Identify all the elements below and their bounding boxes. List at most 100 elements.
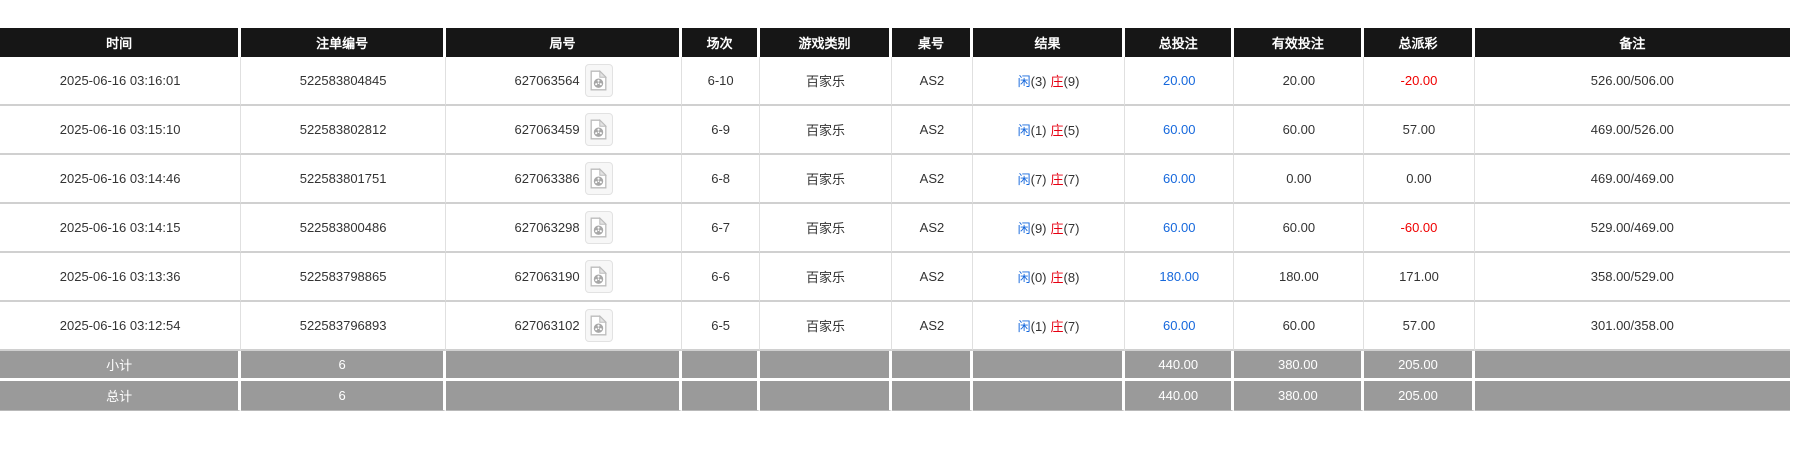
video-replay-button[interactable] [584, 211, 613, 244]
player-result-score: (9) [1030, 221, 1047, 236]
total-bet-cell[interactable]: 20.00 [1125, 57, 1235, 106]
session-cell: 6-6 [682, 253, 761, 302]
table-row: 2025-06-16 03:16:01 522583804845 627063564… [0, 57, 1790, 106]
column-header-payout: 总派彩 [1364, 28, 1475, 57]
column-header-total-bet: 总投注 [1125, 28, 1235, 57]
remark-cell: 469.00/469.00 [1474, 155, 1790, 204]
remark-cell: 301.00/358.00 [1474, 302, 1790, 351]
column-header-bet-id: 注单编号 [241, 28, 446, 57]
video-file-icon [590, 217, 608, 238]
column-header-table-id: 桌号 [891, 28, 973, 57]
banker-result-label: 庄 [1050, 270, 1064, 285]
total-bet-link: 180.00 [1159, 269, 1200, 284]
player-result-label: 闲 [1017, 319, 1031, 334]
bet-id-cell: 522583796893 [241, 302, 446, 351]
session-cell: 6-7 [682, 204, 761, 253]
summary-payout-cell: 205.00 [1364, 351, 1475, 381]
column-header-valid-bet: 有效投注 [1234, 28, 1365, 57]
round-id-group: 627063386 [448, 162, 679, 195]
summary-count-cell: 6 [241, 351, 446, 381]
table-row: 2025-06-16 03:14:46 522583801751 627063386… [0, 155, 1790, 204]
video-file-icon [590, 119, 608, 140]
video-replay-button[interactable] [584, 260, 613, 293]
video-file-icon [590, 266, 608, 287]
valid-bet-cell: 20.00 [1234, 57, 1365, 106]
bet-id-cell: 522583802812 [241, 106, 446, 155]
summary-empty-game-type [760, 351, 892, 381]
summary-empty-session [682, 381, 761, 411]
total-bet-cell[interactable]: 60.00 [1125, 155, 1235, 204]
table-id-cell: AS2 [891, 253, 973, 302]
remark-cell: 526.00/506.00 [1474, 57, 1790, 106]
round-id-group: 627063459 [448, 113, 679, 146]
valid-bet-cell: 60.00 [1234, 302, 1365, 351]
round-id-group: 627063190 [448, 260, 679, 293]
banker-result-score: (7) [1063, 221, 1080, 236]
game-type-cell: 百家乐 [760, 253, 892, 302]
round-id-cell: 627063102 [445, 302, 683, 351]
valid-bet-cell: 180.00 [1234, 253, 1365, 302]
video-file-icon [590, 315, 608, 336]
banker-result-score: (5) [1063, 123, 1080, 138]
summary-label-cell: 总计 [0, 381, 242, 411]
valid-bet-cell: 0.00 [1234, 155, 1365, 204]
total-bet-link: 60.00 [1162, 318, 1196, 333]
summary-empty-game-type [760, 381, 892, 411]
grandtotal-row: 总计 6 440.00 380.00 205.00 [0, 381, 1790, 411]
summary-empty-remark [1474, 351, 1790, 381]
round-id-value: 627063190 [514, 269, 580, 284]
remark-cell: 529.00/469.00 [1474, 204, 1790, 253]
time-cell: 2025-06-16 03:16:01 [0, 57, 242, 106]
subtotal-row: 小计 6 440.00 380.00 205.00 [0, 351, 1790, 381]
remark-cell: 358.00/529.00 [1474, 253, 1790, 302]
valid-bet-cell: 60.00 [1234, 106, 1365, 155]
bet-id-cell: 522583800486 [241, 204, 446, 253]
header-row: 时间 注单编号 局号 场次 游戏类别 桌号 结果 总投注 有效投注 总派彩 备注 [0, 28, 1790, 57]
video-replay-button[interactable] [584, 64, 613, 97]
total-bet-link: 60.00 [1162, 171, 1196, 186]
betting-records-table: 时间 注单编号 局号 场次 游戏类别 桌号 结果 总投注 有效投注 总派彩 备注 2025-06-1… [0, 28, 1790, 411]
time-cell: 2025-06-16 03:15:10 [0, 106, 242, 155]
valid-bet-cell: 60.00 [1234, 204, 1365, 253]
summary-empty-table-id [891, 351, 973, 381]
total-bet-link: 20.00 [1162, 73, 1196, 88]
total-bet-cell[interactable]: 60.00 [1125, 106, 1235, 155]
result-cell: 闲(3) 庄(9) [973, 57, 1126, 106]
round-id-cell: 627063386 [445, 155, 683, 204]
banker-result-label: 庄 [1050, 74, 1064, 89]
video-replay-button[interactable] [584, 309, 613, 342]
table-row: 2025-06-16 03:14:15 522583800486 627063298… [0, 204, 1790, 253]
total-bet-cell[interactable]: 60.00 [1125, 302, 1235, 351]
session-cell: 6-9 [682, 106, 761, 155]
player-result-label: 闲 [1017, 270, 1031, 285]
payout-cell: -20.00 [1364, 57, 1475, 106]
time-cell: 2025-06-16 03:14:15 [0, 204, 242, 253]
bet-id-cell: 522583804845 [241, 57, 446, 106]
summary-empty-remark [1474, 381, 1790, 411]
result-cell: 闲(7) 庄(7) [973, 155, 1126, 204]
player-result-label: 闲 [1017, 74, 1031, 89]
column-header-result: 结果 [973, 28, 1126, 57]
banker-result-score: (7) [1063, 172, 1080, 187]
total-bet-cell[interactable]: 60.00 [1125, 204, 1235, 253]
table-id-cell: AS2 [891, 204, 973, 253]
summary-empty-result [973, 351, 1126, 381]
table-id-cell: AS2 [891, 302, 973, 351]
session-cell: 6-5 [682, 302, 761, 351]
round-id-value: 627063459 [514, 122, 580, 137]
summary-total-bet-cell: 440.00 [1125, 351, 1235, 381]
result-cell: 闲(1) 庄(7) [973, 302, 1126, 351]
video-replay-button[interactable] [584, 162, 613, 195]
summary-label-cell: 小计 [0, 351, 242, 381]
table-row: 2025-06-16 03:12:54 522583796893 627063102… [0, 302, 1790, 351]
table-id-cell: AS2 [891, 155, 973, 204]
video-replay-button[interactable] [584, 113, 613, 146]
payout-cell: -60.00 [1364, 204, 1475, 253]
banker-result-score: (7) [1063, 319, 1080, 334]
time-cell: 2025-06-16 03:12:54 [0, 302, 242, 351]
total-bet-cell[interactable]: 180.00 [1125, 253, 1235, 302]
player-result-label: 闲 [1017, 172, 1031, 187]
game-type-cell: 百家乐 [760, 106, 892, 155]
round-id-value: 627063564 [514, 73, 580, 88]
bet-id-cell: 522583798865 [241, 253, 446, 302]
